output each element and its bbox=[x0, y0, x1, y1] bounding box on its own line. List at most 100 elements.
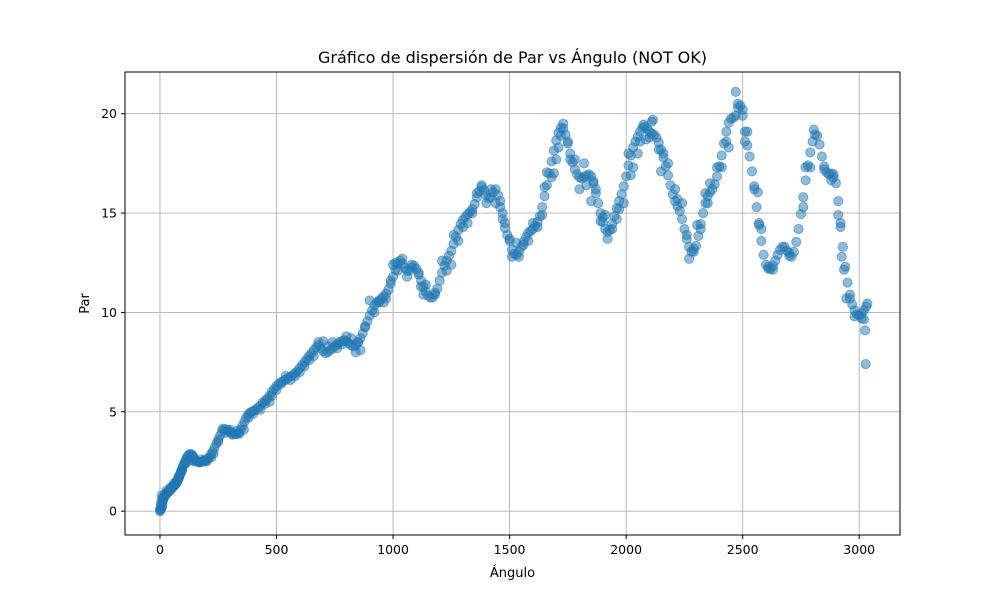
scatter-point bbox=[359, 321, 371, 332]
scatter-point bbox=[436, 255, 448, 266]
scatter-point bbox=[413, 267, 424, 278]
data-points bbox=[154, 86, 873, 517]
scatter-point bbox=[385, 275, 396, 286]
scatter-point bbox=[618, 181, 629, 192]
scatter-point bbox=[448, 229, 459, 241]
scatter-point bbox=[692, 219, 703, 231]
scatter-point bbox=[721, 136, 732, 147]
scatter-point bbox=[702, 198, 713, 209]
scatter-point bbox=[814, 139, 825, 150]
scatter-point bbox=[539, 182, 550, 193]
scatter-point bbox=[350, 347, 361, 358]
scatter-point bbox=[476, 180, 487, 191]
scatter-point bbox=[441, 265, 452, 276]
scatter-point bbox=[739, 136, 751, 147]
scatter-point bbox=[490, 198, 501, 209]
scatter-point bbox=[511, 237, 522, 248]
y-tick-label: 10 bbox=[101, 305, 117, 320]
scatter-point bbox=[586, 196, 597, 207]
y-tick-label: 20 bbox=[101, 106, 117, 121]
y-axis-label: Par bbox=[78, 293, 93, 314]
x-tick-label: 2500 bbox=[727, 542, 759, 557]
x-tick-label: 1500 bbox=[494, 542, 526, 557]
scatter-point bbox=[429, 287, 441, 298]
scatter-point bbox=[784, 247, 795, 258]
scatter-point bbox=[756, 223, 767, 235]
scatter-point bbox=[672, 194, 683, 205]
scatter-point bbox=[835, 221, 846, 233]
scatter-point bbox=[614, 204, 625, 215]
scatter-point bbox=[546, 172, 557, 183]
scatter-point bbox=[285, 374, 296, 386]
plot-frame bbox=[124, 71, 901, 536]
scatter-point bbox=[322, 341, 333, 352]
scatter-point bbox=[602, 233, 613, 245]
scatter-point bbox=[730, 86, 741, 97]
scatter-point bbox=[497, 207, 508, 219]
scatter-point bbox=[611, 213, 622, 225]
scatter-point bbox=[721, 126, 732, 137]
scatter-point bbox=[653, 144, 664, 155]
scatter-point bbox=[579, 158, 590, 169]
scatter-point bbox=[758, 249, 769, 260]
x-tick-label: 500 bbox=[265, 542, 289, 557]
scatter-point bbox=[711, 171, 723, 182]
scatter-point bbox=[655, 166, 667, 177]
scatter-point bbox=[676, 213, 688, 225]
scatter-point bbox=[595, 215, 606, 227]
scatter-point bbox=[551, 154, 562, 165]
scatter-point bbox=[700, 188, 711, 199]
scatter-point bbox=[842, 277, 853, 288]
scatter-point bbox=[798, 192, 809, 203]
scatter-point bbox=[791, 236, 802, 247]
scatter-point bbox=[155, 504, 166, 515]
scatter-point bbox=[858, 314, 869, 325]
scatter-point bbox=[646, 116, 657, 127]
scatter-point bbox=[625, 170, 636, 181]
scatter-point bbox=[607, 223, 618, 235]
scatter-point bbox=[175, 467, 187, 478]
scatter-point bbox=[182, 456, 194, 467]
scatter-point bbox=[364, 295, 375, 306]
scatter-point bbox=[373, 297, 385, 308]
scatter-point bbox=[574, 184, 585, 195]
scatter-point bbox=[793, 223, 804, 235]
scatter-point bbox=[299, 360, 310, 372]
scatter-point bbox=[539, 191, 550, 202]
scatter-point bbox=[816, 151, 828, 162]
scatter-point bbox=[243, 412, 254, 423]
scatter-point bbox=[156, 490, 168, 501]
scatter-point bbox=[744, 151, 755, 162]
scatter-point bbox=[217, 423, 228, 434]
scatter-point bbox=[213, 436, 224, 447]
scatter-point bbox=[662, 158, 674, 169]
scatter-point bbox=[859, 325, 871, 336]
scatter-point bbox=[749, 181, 760, 192]
x-tick-label: 0 bbox=[156, 542, 164, 557]
scatter-point bbox=[406, 259, 417, 270]
scatter-point bbox=[751, 202, 762, 213]
scatter-point bbox=[623, 148, 634, 159]
scatter-point bbox=[767, 264, 779, 275]
scatter-point bbox=[837, 241, 848, 252]
scatter-point bbox=[669, 184, 681, 195]
scatter-point bbox=[513, 251, 525, 262]
scatter-point bbox=[683, 253, 695, 264]
scatter-point bbox=[537, 209, 548, 221]
scatter-point bbox=[681, 229, 692, 241]
scatter-point bbox=[558, 118, 569, 129]
scatter-point bbox=[833, 209, 844, 221]
scatter-point bbox=[415, 281, 427, 292]
scatter-point bbox=[481, 198, 492, 209]
axis-ticks: 0 500 1000 1500 2000 2500 3000 0 5 10 15 20 bbox=[101, 106, 875, 557]
scatter-point bbox=[704, 178, 716, 189]
scatter-point bbox=[369, 307, 380, 318]
scatter-point bbox=[833, 196, 844, 207]
scatter-point bbox=[345, 333, 357, 344]
scatter-point bbox=[800, 175, 811, 186]
y-tick-label: 15 bbox=[101, 206, 117, 221]
scatter-point bbox=[828, 172, 839, 183]
grid-lines bbox=[125, 72, 900, 535]
scatter-point bbox=[838, 264, 850, 275]
